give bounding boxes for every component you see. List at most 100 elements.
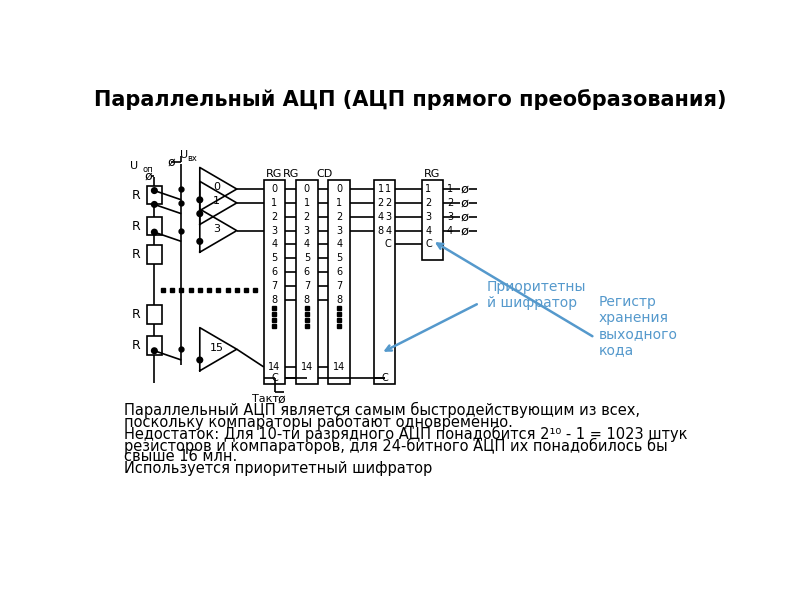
Text: 5: 5	[271, 253, 278, 263]
Text: 6: 6	[304, 267, 310, 277]
Text: 5: 5	[304, 253, 310, 263]
Text: 4: 4	[336, 239, 342, 250]
Bar	[146, 217, 162, 235]
Text: 3: 3	[304, 226, 310, 236]
Text: Недостаток: Для 10-ти разрядного АЦП понадобится 2¹⁰ - 1 = 1023 штук: Недостаток: Для 10-ти разрядного АЦП пон…	[123, 425, 687, 442]
Text: ø: ø	[144, 169, 152, 182]
Text: 1: 1	[426, 184, 431, 194]
Text: ø: ø	[461, 196, 469, 209]
Text: Регистр
хранения
выходного
кода: Регистр хранения выходного кода	[598, 295, 678, 358]
Text: 2: 2	[386, 198, 391, 208]
Text: 2: 2	[426, 198, 432, 208]
Text: 5: 5	[336, 253, 342, 263]
Text: 6: 6	[271, 267, 278, 277]
Text: R: R	[132, 220, 141, 232]
Text: 2: 2	[271, 212, 278, 222]
Text: 1: 1	[447, 184, 453, 194]
Text: 0: 0	[336, 184, 342, 194]
Text: оп: оп	[142, 164, 153, 173]
Text: 15: 15	[210, 343, 223, 353]
Text: 14: 14	[333, 362, 346, 372]
Text: 3: 3	[213, 224, 220, 234]
Text: 4: 4	[378, 212, 384, 222]
Text: 2: 2	[378, 198, 384, 208]
Text: 1: 1	[386, 184, 391, 194]
Text: ø: ø	[461, 210, 469, 223]
Text: R: R	[132, 308, 141, 321]
Text: RG: RG	[282, 169, 299, 179]
Circle shape	[197, 211, 202, 217]
Text: 8: 8	[336, 295, 342, 305]
Text: 0: 0	[304, 184, 310, 194]
Circle shape	[152, 348, 157, 353]
Circle shape	[152, 202, 157, 207]
Text: C: C	[382, 373, 388, 383]
Text: 2: 2	[336, 212, 342, 222]
Text: 8: 8	[304, 295, 310, 305]
Text: свыше 16 млн.: свыше 16 млн.	[123, 449, 237, 464]
Text: 2: 2	[304, 212, 310, 222]
Bar	[422, 180, 443, 260]
Text: R: R	[132, 339, 141, 352]
Text: C: C	[385, 239, 391, 250]
Text: 1: 1	[378, 184, 384, 194]
Text: 2: 2	[447, 198, 454, 208]
Text: 14: 14	[268, 362, 281, 372]
Bar	[146, 305, 162, 324]
Bar	[146, 336, 162, 355]
Text: 3: 3	[447, 212, 453, 222]
Circle shape	[197, 357, 202, 362]
Text: 4: 4	[386, 226, 391, 236]
Text: 4: 4	[304, 239, 310, 250]
Bar	[374, 180, 395, 384]
Circle shape	[197, 197, 202, 203]
Text: 4: 4	[271, 239, 278, 250]
Text: R: R	[132, 248, 141, 261]
Polygon shape	[200, 181, 237, 224]
Text: RG: RG	[266, 169, 282, 179]
Circle shape	[152, 229, 157, 235]
Bar	[264, 180, 286, 384]
Text: 4: 4	[426, 226, 431, 236]
Text: R: R	[132, 188, 141, 202]
Text: 6: 6	[336, 267, 342, 277]
Circle shape	[152, 188, 157, 193]
Text: вх: вх	[187, 154, 198, 163]
Text: поскольку компараторы работают одновременно.: поскольку компараторы работают одновреме…	[123, 413, 513, 430]
Text: C: C	[271, 373, 278, 383]
Polygon shape	[200, 209, 237, 252]
Text: 1: 1	[271, 198, 278, 208]
Text: Приоритетны
й шифратор: Приоритетны й шифратор	[487, 280, 586, 310]
Text: U: U	[130, 161, 138, 171]
Text: 1: 1	[213, 196, 220, 206]
Text: ø: ø	[167, 155, 175, 169]
Text: ø: ø	[461, 182, 469, 196]
Text: Такт: Такт	[252, 394, 279, 404]
Text: Параллельный АЦП (АЦП прямого преобразования): Параллельный АЦП (АЦП прямого преобразов…	[94, 89, 726, 110]
Text: резисторов и компараторов, для 24-битного АЦП их понадобилось бы: резисторов и компараторов, для 24-битног…	[123, 437, 667, 454]
Text: Параллельный АЦП является самым быстродействующим из всех,: Параллельный АЦП является самым быстроде…	[123, 401, 639, 418]
Text: 1: 1	[304, 198, 310, 208]
Text: RG: RG	[424, 169, 441, 179]
Text: 14: 14	[301, 362, 313, 372]
Text: 3: 3	[386, 212, 391, 222]
Text: 3: 3	[426, 212, 431, 222]
Text: 0: 0	[213, 182, 220, 193]
Bar	[146, 245, 162, 264]
Text: C: C	[426, 239, 432, 250]
Bar	[296, 180, 318, 384]
Text: 3: 3	[336, 226, 342, 236]
Text: 8: 8	[271, 295, 278, 305]
Circle shape	[197, 239, 202, 244]
Polygon shape	[200, 167, 237, 211]
Bar	[146, 186, 162, 205]
Text: 7: 7	[271, 281, 278, 291]
Text: Используется приоритетный шифратор: Используется приоритетный шифратор	[123, 461, 432, 476]
Text: 0: 0	[271, 184, 278, 194]
Text: CD: CD	[317, 169, 333, 179]
Text: 7: 7	[336, 281, 342, 291]
Text: 4: 4	[447, 226, 453, 236]
Text: 1: 1	[336, 198, 342, 208]
Text: ø: ø	[461, 224, 469, 237]
Text: ø: ø	[278, 393, 286, 406]
